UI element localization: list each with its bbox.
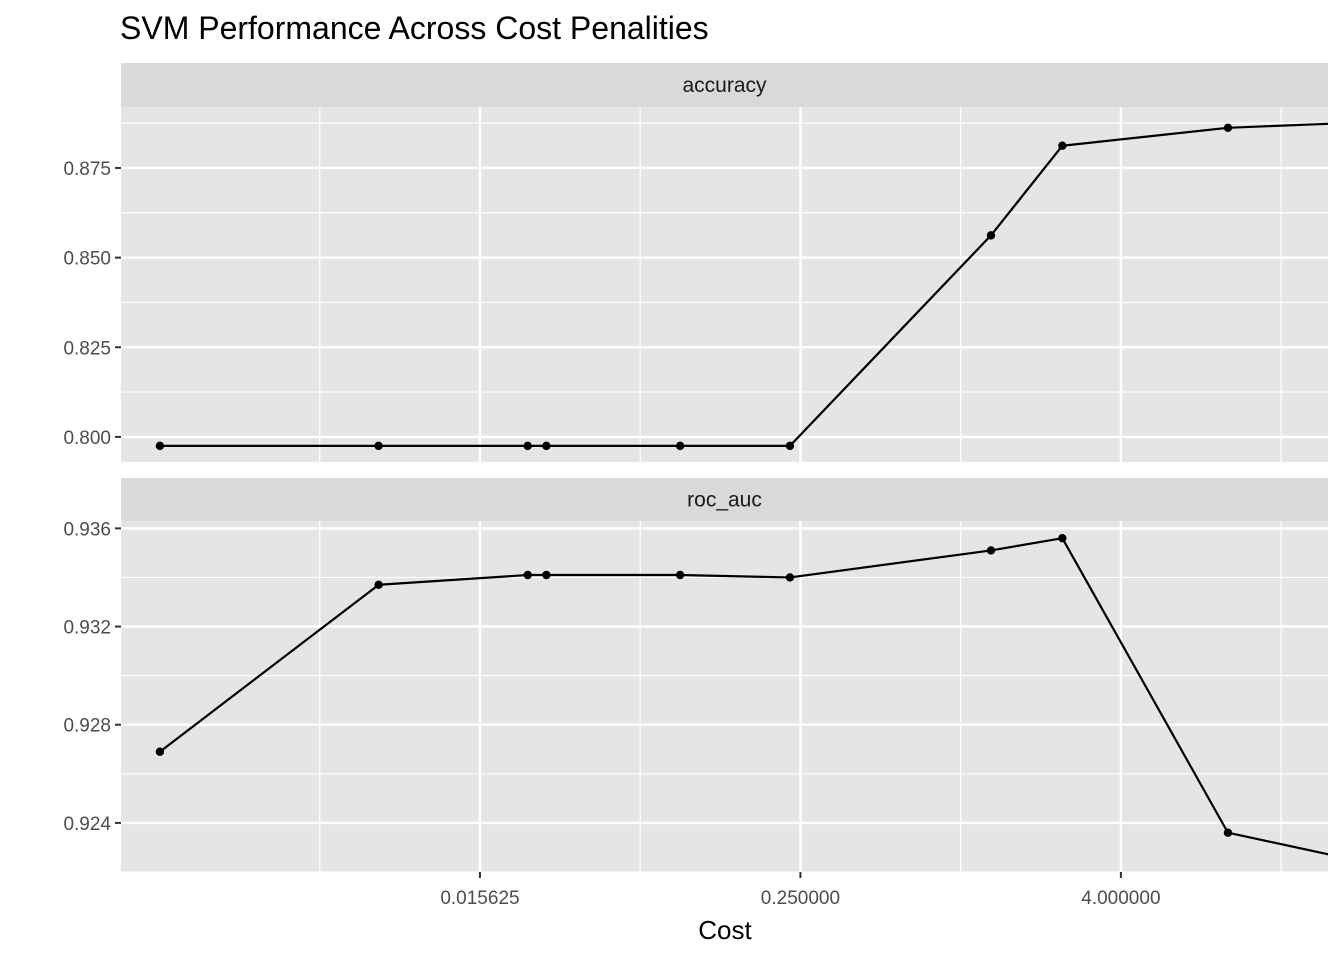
panel-background (121, 107, 1328, 462)
data-point (1223, 123, 1233, 132)
data-point (1058, 141, 1067, 150)
y-tick-label: 0.825 (63, 338, 111, 359)
data-point (1223, 828, 1233, 837)
y-tick-label: 0.850 (63, 249, 111, 270)
y-tick-label: 0.928 (63, 716, 111, 737)
data-point (1058, 533, 1067, 543)
x-axis: 0.015625 0.250000 4.000000 (440, 872, 1161, 909)
data-point (523, 570, 532, 580)
panel-accuracy: accuracy 0.800 0.825 0.850 0.875 (63, 63, 1328, 462)
x-tick-label: 4.000000 (1081, 888, 1160, 909)
data-point (542, 441, 551, 451)
data-point (155, 441, 165, 451)
facet-strip (121, 63, 1328, 107)
x-axis-title: Cost (698, 915, 752, 945)
chart-title: SVM Performance Across Cost Penalities (120, 10, 709, 46)
panel-background (121, 521, 1328, 872)
y-tick-label: 0.875 (63, 159, 111, 180)
facet-strip (121, 478, 1328, 521)
data-point (675, 441, 685, 451)
x-tick-label: 0.250000 (761, 888, 840, 909)
series-line-accuracy (159, 122, 1328, 447)
data-point (986, 231, 996, 240)
data-point (374, 441, 383, 451)
data-point (542, 570, 551, 580)
y-tick-label: 0.936 (63, 519, 111, 540)
y-tick-label: 0.924 (63, 814, 111, 835)
x-tick-label: 0.015625 (440, 888, 519, 909)
data-point (675, 570, 685, 580)
series-line-roc_auc (159, 537, 1328, 856)
data-point (785, 573, 795, 582)
data-point (523, 441, 532, 451)
y-tick-label: 0.800 (63, 428, 111, 449)
y-tick-label: 0.932 (63, 618, 111, 639)
panel-roc_auc: roc_auc 0.924 0.928 0.932 0.936 (63, 478, 1328, 873)
data-point (374, 580, 383, 590)
data-point (785, 441, 795, 451)
facet-strip-label: roc_auc (687, 489, 762, 512)
facet-strip-label: accuracy (682, 74, 767, 97)
data-point (986, 546, 996, 555)
facet-panels: accuracy 0.800 0.825 0.850 0.875 roc_auc 0.924… (63, 63, 1328, 873)
data-point (155, 747, 165, 756)
